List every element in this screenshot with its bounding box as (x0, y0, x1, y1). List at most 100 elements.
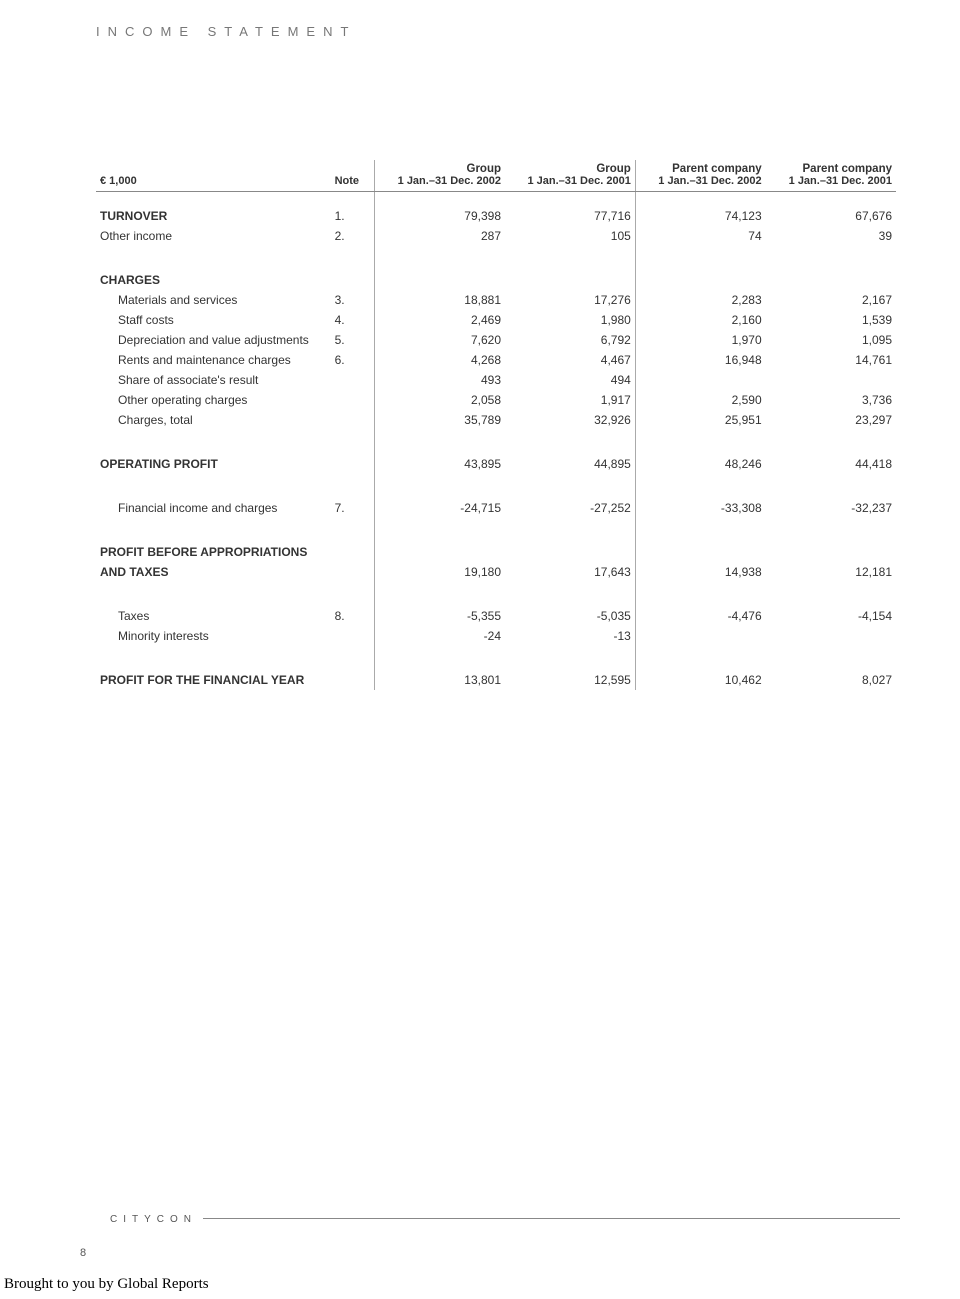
footer-rule (190, 1218, 900, 1219)
col-parent-2001-top: Parent company (766, 160, 896, 175)
note-label: Note (331, 175, 375, 192)
cell: 25,951 (635, 410, 765, 430)
cell: 10,462 (635, 670, 765, 690)
cell: 7,620 (375, 330, 505, 350)
cell: 44,418 (766, 454, 896, 474)
cell: 8,027 (766, 670, 896, 690)
table-row: PROFIT BEFORE APPROPRIATIONS (96, 542, 896, 562)
table-row: Taxes 8. -5,355 -5,035 -4,476 -4,154 (96, 606, 896, 626)
income-statement-table: Group Group Parent company Parent compan… (96, 160, 896, 690)
cell: 17,643 (505, 562, 635, 582)
row-pfy-label: PROFIT FOR THE FINANCIAL YEAR (96, 670, 331, 690)
cell: 4,467 (505, 350, 635, 370)
cell: -24,715 (375, 498, 505, 518)
table-row: Other operating charges 2,058 1,917 2,59… (96, 390, 896, 410)
table-row: Charges, total 35,789 32,926 25,951 23,2… (96, 410, 896, 430)
cell: 74,123 (635, 206, 765, 226)
cell: -33,308 (635, 498, 765, 518)
cell: 67,676 (766, 206, 896, 226)
cell: 79,398 (375, 206, 505, 226)
table-row: Staff costs 4. 2,469 1,980 2,160 1,539 (96, 310, 896, 330)
row-turnover-label: TURNOVER (96, 206, 331, 226)
cell: 43,895 (375, 454, 505, 474)
cell: 2,283 (635, 290, 765, 310)
cell: 5. (331, 330, 375, 350)
cell (635, 626, 765, 646)
col-parent-2001-period: 1 Jan.–31 Dec. 2001 (766, 175, 896, 192)
cell: 493 (375, 370, 505, 390)
row-other-income-label: Other income (96, 226, 331, 246)
table-row: Depreciation and value adjustments 5. 7,… (96, 330, 896, 350)
cell: 12,595 (505, 670, 635, 690)
page-number: 8 (80, 1247, 86, 1259)
footer-attribution: Brought to you by Global Reports (4, 1276, 209, 1293)
row-charges-hdr: CHARGES (96, 270, 331, 290)
cell: 19,180 (375, 562, 505, 582)
col-group-2002-top: Group (375, 160, 505, 175)
table-row: Share of associate's result 493 494 (96, 370, 896, 390)
cell: 8. (331, 606, 375, 626)
row-rents-label: Rents and maintenance charges (96, 350, 331, 370)
col-parent-2002-period: 1 Jan.–31 Dec. 2002 (635, 175, 765, 192)
cell (635, 370, 765, 390)
row-taxes-label: Taxes (96, 606, 331, 626)
table-row: Minority interests -24 -13 (96, 626, 896, 646)
row-pba1-label: PROFIT BEFORE APPROPRIATIONS (96, 542, 331, 562)
table-row: PROFIT FOR THE FINANCIAL YEAR 13,801 12,… (96, 670, 896, 690)
cell: 287 (375, 226, 505, 246)
row-materials-label: Materials and services (96, 290, 331, 310)
cell: 16,948 (635, 350, 765, 370)
cell: 4,268 (375, 350, 505, 370)
cell: 44,895 (505, 454, 635, 474)
table-row: AND TAXES 19,180 17,643 14,938 12,181 (96, 562, 896, 582)
row-assoc-label: Share of associate's result (96, 370, 331, 390)
row-minority-label: Minority interests (96, 626, 331, 646)
table-row: OPERATING PROFIT 43,895 44,895 48,246 44… (96, 454, 896, 474)
row-pba2-label: AND TAXES (96, 562, 331, 582)
cell: 3. (331, 290, 375, 310)
table-row: Rents and maintenance charges 6. 4,268 4… (96, 350, 896, 370)
row-deprec-label: Depreciation and value adjustments (96, 330, 331, 350)
cell: -27,252 (505, 498, 635, 518)
col-group-2001-period: 1 Jan.–31 Dec. 2001 (505, 175, 635, 192)
cell: 48,246 (635, 454, 765, 474)
cell: 494 (505, 370, 635, 390)
cell: 1,095 (766, 330, 896, 350)
row-opprofit-label: OPERATING PROFIT (96, 454, 331, 474)
unit-label: € 1,000 (96, 175, 331, 192)
page-title: INCOME STATEMENT (96, 24, 356, 39)
cell: 77,716 (505, 206, 635, 226)
cell: -4,154 (766, 606, 896, 626)
cell: 1,917 (505, 390, 635, 410)
cell: 12,181 (766, 562, 896, 582)
cell: 13,801 (375, 670, 505, 690)
cell: -4,476 (635, 606, 765, 626)
cell: 105 (505, 226, 635, 246)
cell: 23,297 (766, 410, 896, 430)
cell (766, 626, 896, 646)
table-row: CHARGES (96, 270, 896, 290)
row-otherch-label: Other operating charges (96, 390, 331, 410)
table-row: TURNOVER 1. 79,398 77,716 74,123 67,676 (96, 206, 896, 226)
cell: -13 (505, 626, 635, 646)
cell: 39 (766, 226, 896, 246)
cell: 2,590 (635, 390, 765, 410)
col-parent-2002-top: Parent company (635, 160, 765, 175)
cell: 7. (331, 498, 375, 518)
cell: 14,938 (635, 562, 765, 582)
cell (766, 370, 896, 390)
table-row: Other income 2. 287 105 74 39 (96, 226, 896, 246)
cell: 2,469 (375, 310, 505, 330)
col-group-2002-period: 1 Jan.–31 Dec. 2002 (375, 175, 505, 192)
footer-brand: CITYCON (110, 1214, 203, 1225)
cell: 6,792 (505, 330, 635, 350)
cell: 14,761 (766, 350, 896, 370)
cell: 2,160 (635, 310, 765, 330)
cell: 17,276 (505, 290, 635, 310)
row-fin-label: Financial income and charges (96, 498, 331, 518)
cell: 2. (331, 226, 375, 246)
col-group-2001-top: Group (505, 160, 635, 175)
cell: -5,035 (505, 606, 635, 626)
cell: 2,167 (766, 290, 896, 310)
cell: -24 (375, 626, 505, 646)
